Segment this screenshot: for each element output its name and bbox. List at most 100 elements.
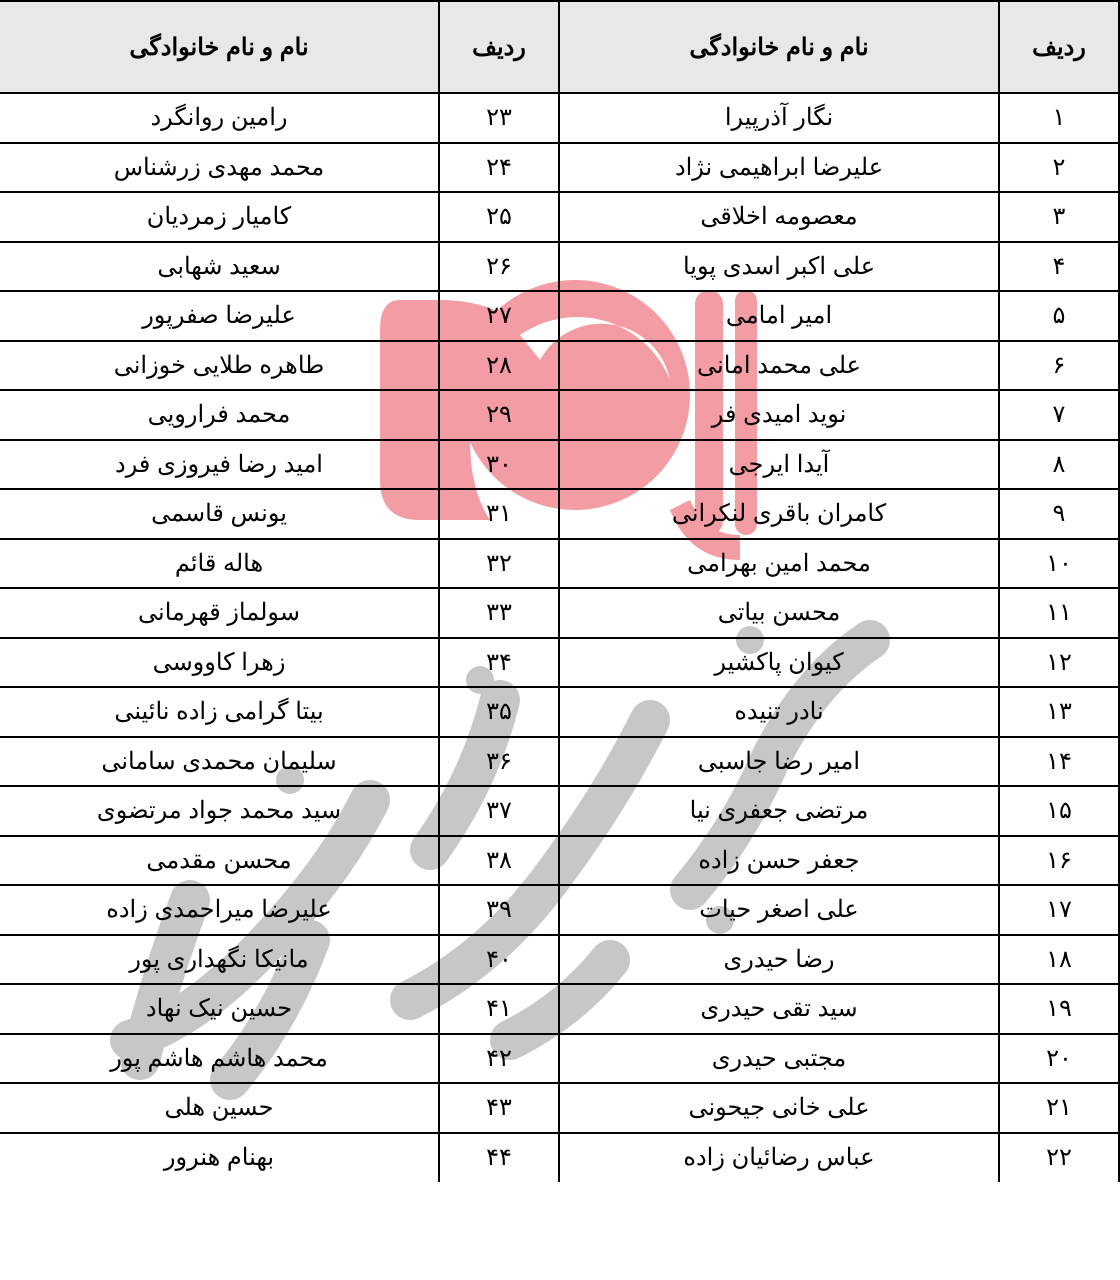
cell-name: رضا حیدری	[559, 935, 999, 985]
cell-name: سعید شهابی	[0, 242, 439, 292]
header-index-2: ردیف	[439, 1, 559, 93]
header-name-1: نام و نام خانوادگی	[559, 1, 999, 93]
cell-index: ۳۸	[439, 836, 559, 886]
cell-index: ۱۹	[999, 984, 1119, 1034]
cell-name: نگار آذرپیرا	[559, 93, 999, 143]
cell-name: محسن بیاتی	[559, 588, 999, 638]
table-row: ۵امیر امامی۲۷علیرضا صفرپور	[0, 291, 1119, 341]
cell-index: ۲۷	[439, 291, 559, 341]
cell-name: علی اصغر حیات	[559, 885, 999, 935]
cell-index: ۳۴	[439, 638, 559, 688]
cell-index: ۲	[999, 143, 1119, 193]
cell-index: ۳۹	[439, 885, 559, 935]
cell-index: ۴۴	[439, 1133, 559, 1183]
cell-index: ۹	[999, 489, 1119, 539]
table-row: ۱۸رضا حیدری۴۰مانیکا نگهداری پور	[0, 935, 1119, 985]
table-row: ۱۹سید تقی حیدری۴۱حسین نیک نهاد	[0, 984, 1119, 1034]
cell-name: امید رضا فیروزی فرد	[0, 440, 439, 490]
cell-index: ۲۴	[439, 143, 559, 193]
cell-index: ۳۳	[439, 588, 559, 638]
cell-index: ۲۲	[999, 1133, 1119, 1183]
cell-index: ۳۶	[439, 737, 559, 787]
cell-name: محمد امین بهرامی	[559, 539, 999, 589]
cell-name: رامین روانگرد	[0, 93, 439, 143]
cell-index: ۱۸	[999, 935, 1119, 985]
cell-index: ۱۰	[999, 539, 1119, 589]
cell-name: محمد هاشم هاشم پور	[0, 1034, 439, 1084]
cell-index: ۴۱	[439, 984, 559, 1034]
cell-name: جعفر حسن زاده	[559, 836, 999, 886]
cell-name: علی خانی جیحونی	[559, 1083, 999, 1133]
table-row: ۲۱علی خانی جیحونی۴۳حسین هلی	[0, 1083, 1119, 1133]
cell-index: ۶	[999, 341, 1119, 391]
table-row: ۲۲عباس رضائیان زاده۴۴بهنام هنرور	[0, 1133, 1119, 1183]
table-row: ۸آیدا ایرجی۳۰امید رضا فیروزی فرد	[0, 440, 1119, 490]
cell-name: مجتبی حیدری	[559, 1034, 999, 1084]
table-row: ۳معصومه اخلاقی۲۵کامیار زمردیان	[0, 192, 1119, 242]
cell-name: محمد فرارویی	[0, 390, 439, 440]
cell-name: کیوان پاکشیر	[559, 638, 999, 688]
table-row: ۱۷علی اصغر حیات۳۹علیرضا میراحمدی زاده	[0, 885, 1119, 935]
table-row: ۱۶جعفر حسن زاده۳۸محسن مقدمی	[0, 836, 1119, 886]
table-row: ۴علی اکبر اسدی پویا۲۶سعید شهابی	[0, 242, 1119, 292]
cell-name: مانیکا نگهداری پور	[0, 935, 439, 985]
cell-name: علیرضا میراحمدی زاده	[0, 885, 439, 935]
cell-name: حسین هلی	[0, 1083, 439, 1133]
cell-index: ۱۱	[999, 588, 1119, 638]
header-index-1: ردیف	[999, 1, 1119, 93]
cell-name: علی اکبر اسدی پویا	[559, 242, 999, 292]
cell-name: کامران باقری لنکرانی	[559, 489, 999, 539]
table-row: ۲۰مجتبی حیدری۴۲محمد هاشم هاشم پور	[0, 1034, 1119, 1084]
cell-name: حسین نیک نهاد	[0, 984, 439, 1034]
table-row: ۱۳نادر تنیده۳۵بیتا گرامی زاده نائینی	[0, 687, 1119, 737]
cell-index: ۳	[999, 192, 1119, 242]
cell-index: ۳۷	[439, 786, 559, 836]
cell-name: طاهره طلایی خوزانی	[0, 341, 439, 391]
cell-name: سلیمان محمدی سامانی	[0, 737, 439, 787]
cell-index: ۴۲	[439, 1034, 559, 1084]
table-body: ۱نگار آذرپیرا۲۳رامین روانگرد۲علیرضا ابرا…	[0, 93, 1119, 1182]
cell-index: ۱۲	[999, 638, 1119, 688]
cell-name: امیر امامی	[559, 291, 999, 341]
cell-name: یونس قاسمی	[0, 489, 439, 539]
cell-name: هاله قائم	[0, 539, 439, 589]
cell-name: سید محمد جواد مرتضوی	[0, 786, 439, 836]
cell-index: ۲۰	[999, 1034, 1119, 1084]
cell-index: ۴۳	[439, 1083, 559, 1133]
cell-name: علی محمد امانی	[559, 341, 999, 391]
cell-name: بیتا گرامی زاده نائینی	[0, 687, 439, 737]
cell-index: ۳۱	[439, 489, 559, 539]
cell-index: ۲۹	[439, 390, 559, 440]
cell-index: ۱	[999, 93, 1119, 143]
cell-name: کامیار زمردیان	[0, 192, 439, 242]
cell-index: ۱۳	[999, 687, 1119, 737]
cell-name: سولماز قهرمانی	[0, 588, 439, 638]
table-row: ۱۰محمد امین بهرامی۳۲هاله قائم	[0, 539, 1119, 589]
table-row: ۹کامران باقری لنکرانی۳۱یونس قاسمی	[0, 489, 1119, 539]
cell-index: ۴	[999, 242, 1119, 292]
cell-name: محسن مقدمی	[0, 836, 439, 886]
table-header-row: ردیف نام و نام خانوادگی ردیف نام و نام خ…	[0, 1, 1119, 93]
cell-index: ۷	[999, 390, 1119, 440]
cell-name: معصومه اخلاقی	[559, 192, 999, 242]
cell-index: ۴۰	[439, 935, 559, 985]
cell-name: نوید امیدی فر	[559, 390, 999, 440]
cell-name: نادر تنیده	[559, 687, 999, 737]
cell-index: ۵	[999, 291, 1119, 341]
cell-index: ۲۳	[439, 93, 559, 143]
cell-index: ۳۵	[439, 687, 559, 737]
cell-index: ۳۲	[439, 539, 559, 589]
names-table: ردیف نام و نام خانوادگی ردیف نام و نام خ…	[0, 0, 1120, 1182]
cell-index: ۱۴	[999, 737, 1119, 787]
table-row: ۲علیرضا ابراهیمی نژاد۲۴محمد مهدی زرشناس	[0, 143, 1119, 193]
table-row: ۷نوید امیدی فر۲۹محمد فرارویی	[0, 390, 1119, 440]
table-row: ۱۴امیر رضا جاسبی۳۶سلیمان محمدی سامانی	[0, 737, 1119, 787]
table-row: ۱۵مرتضی جعفری نیا۳۷سید محمد جواد مرتضوی	[0, 786, 1119, 836]
cell-index: ۱۶	[999, 836, 1119, 886]
cell-name: بهنام هنرور	[0, 1133, 439, 1183]
cell-index: ۲۶	[439, 242, 559, 292]
header-name-2: نام و نام خانوادگی	[0, 1, 439, 93]
cell-name: امیر رضا جاسبی	[559, 737, 999, 787]
cell-name: محمد مهدی زرشناس	[0, 143, 439, 193]
cell-name: علیرضا ابراهیمی نژاد	[559, 143, 999, 193]
